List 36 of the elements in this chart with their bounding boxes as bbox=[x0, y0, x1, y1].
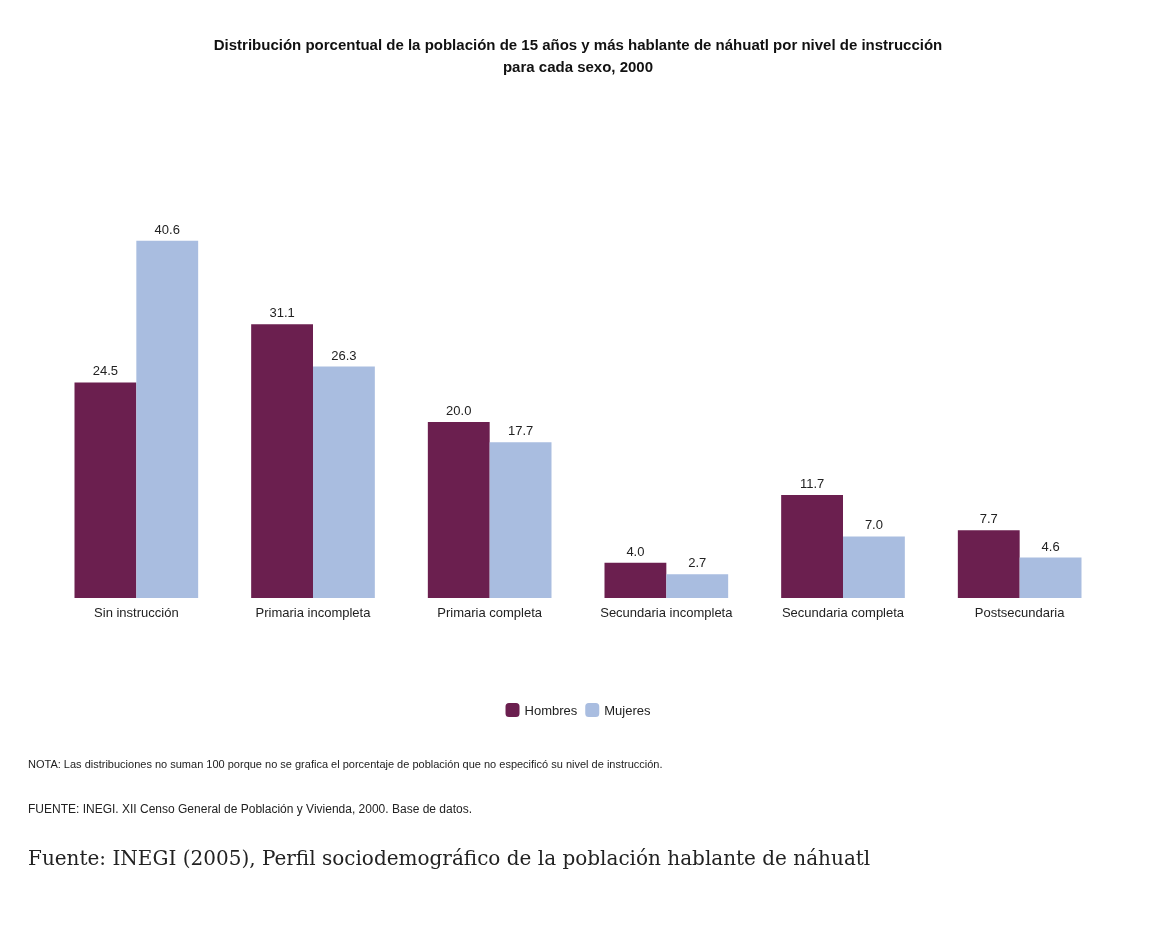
data-label: 4.6 bbox=[1041, 538, 1060, 554]
x-tick-label: Primaria incompleta bbox=[255, 605, 372, 620]
data-label: 11.7 bbox=[799, 476, 825, 492]
x-tick-label: Secundaria completa bbox=[781, 605, 905, 620]
data-label: 7.0 bbox=[864, 517, 883, 533]
bar bbox=[427, 422, 490, 598]
data-label: 40.6 bbox=[154, 221, 180, 237]
data-label: 26.3 bbox=[331, 347, 357, 363]
data-label: 4.0 bbox=[626, 543, 645, 559]
source-note: FUENTE: INEGI. XII Censo General de Población y Vivienda, 2000. Base de datos. bbox=[28, 802, 473, 816]
data-label: 20.0 bbox=[446, 403, 472, 418]
source-note: Fuente: INEGI (2005), Perfil sociodemográfico de la población hablante de náhuatl bbox=[28, 846, 871, 870]
data-label: 24.5 bbox=[92, 363, 119, 379]
bar bbox=[781, 495, 843, 598]
text: NOTA: Las distribuciones no suman 100 porque no se grafica el porcentaje de población que no especificó su nivel de instrucción. bbox=[28, 757, 663, 770]
bar bbox=[957, 530, 1020, 598]
x-tick-label: Sin instrucción bbox=[94, 605, 179, 620]
bar bbox=[666, 574, 729, 598]
bar bbox=[1019, 557, 1082, 598]
bar bbox=[136, 240, 199, 598]
x-tick-label: Postsecundaria bbox=[974, 605, 1066, 620]
bar bbox=[843, 536, 905, 598]
bar bbox=[251, 324, 313, 598]
data-label: 7.7 bbox=[979, 511, 998, 527]
bar bbox=[489, 442, 552, 598]
legend-label: Hombres bbox=[524, 702, 578, 718]
data-label: 2.7 bbox=[688, 555, 707, 571]
legend-label: Mujeres bbox=[604, 702, 651, 718]
bar bbox=[313, 366, 375, 598]
bar bbox=[74, 382, 137, 598]
data-label: 17.7 bbox=[507, 423, 534, 439]
x-tick-label: Secundaria incompleta bbox=[600, 605, 734, 620]
x-tick-label: Primaria completa bbox=[437, 605, 543, 620]
bar bbox=[604, 562, 667, 598]
data-label: 31.1 bbox=[269, 305, 295, 321]
chart-title: Distribución porcentual de la población de 15 años y más hablante de náhuatl por nivel de instrucción para cada sexo, 2000 bbox=[213, 35, 943, 75]
